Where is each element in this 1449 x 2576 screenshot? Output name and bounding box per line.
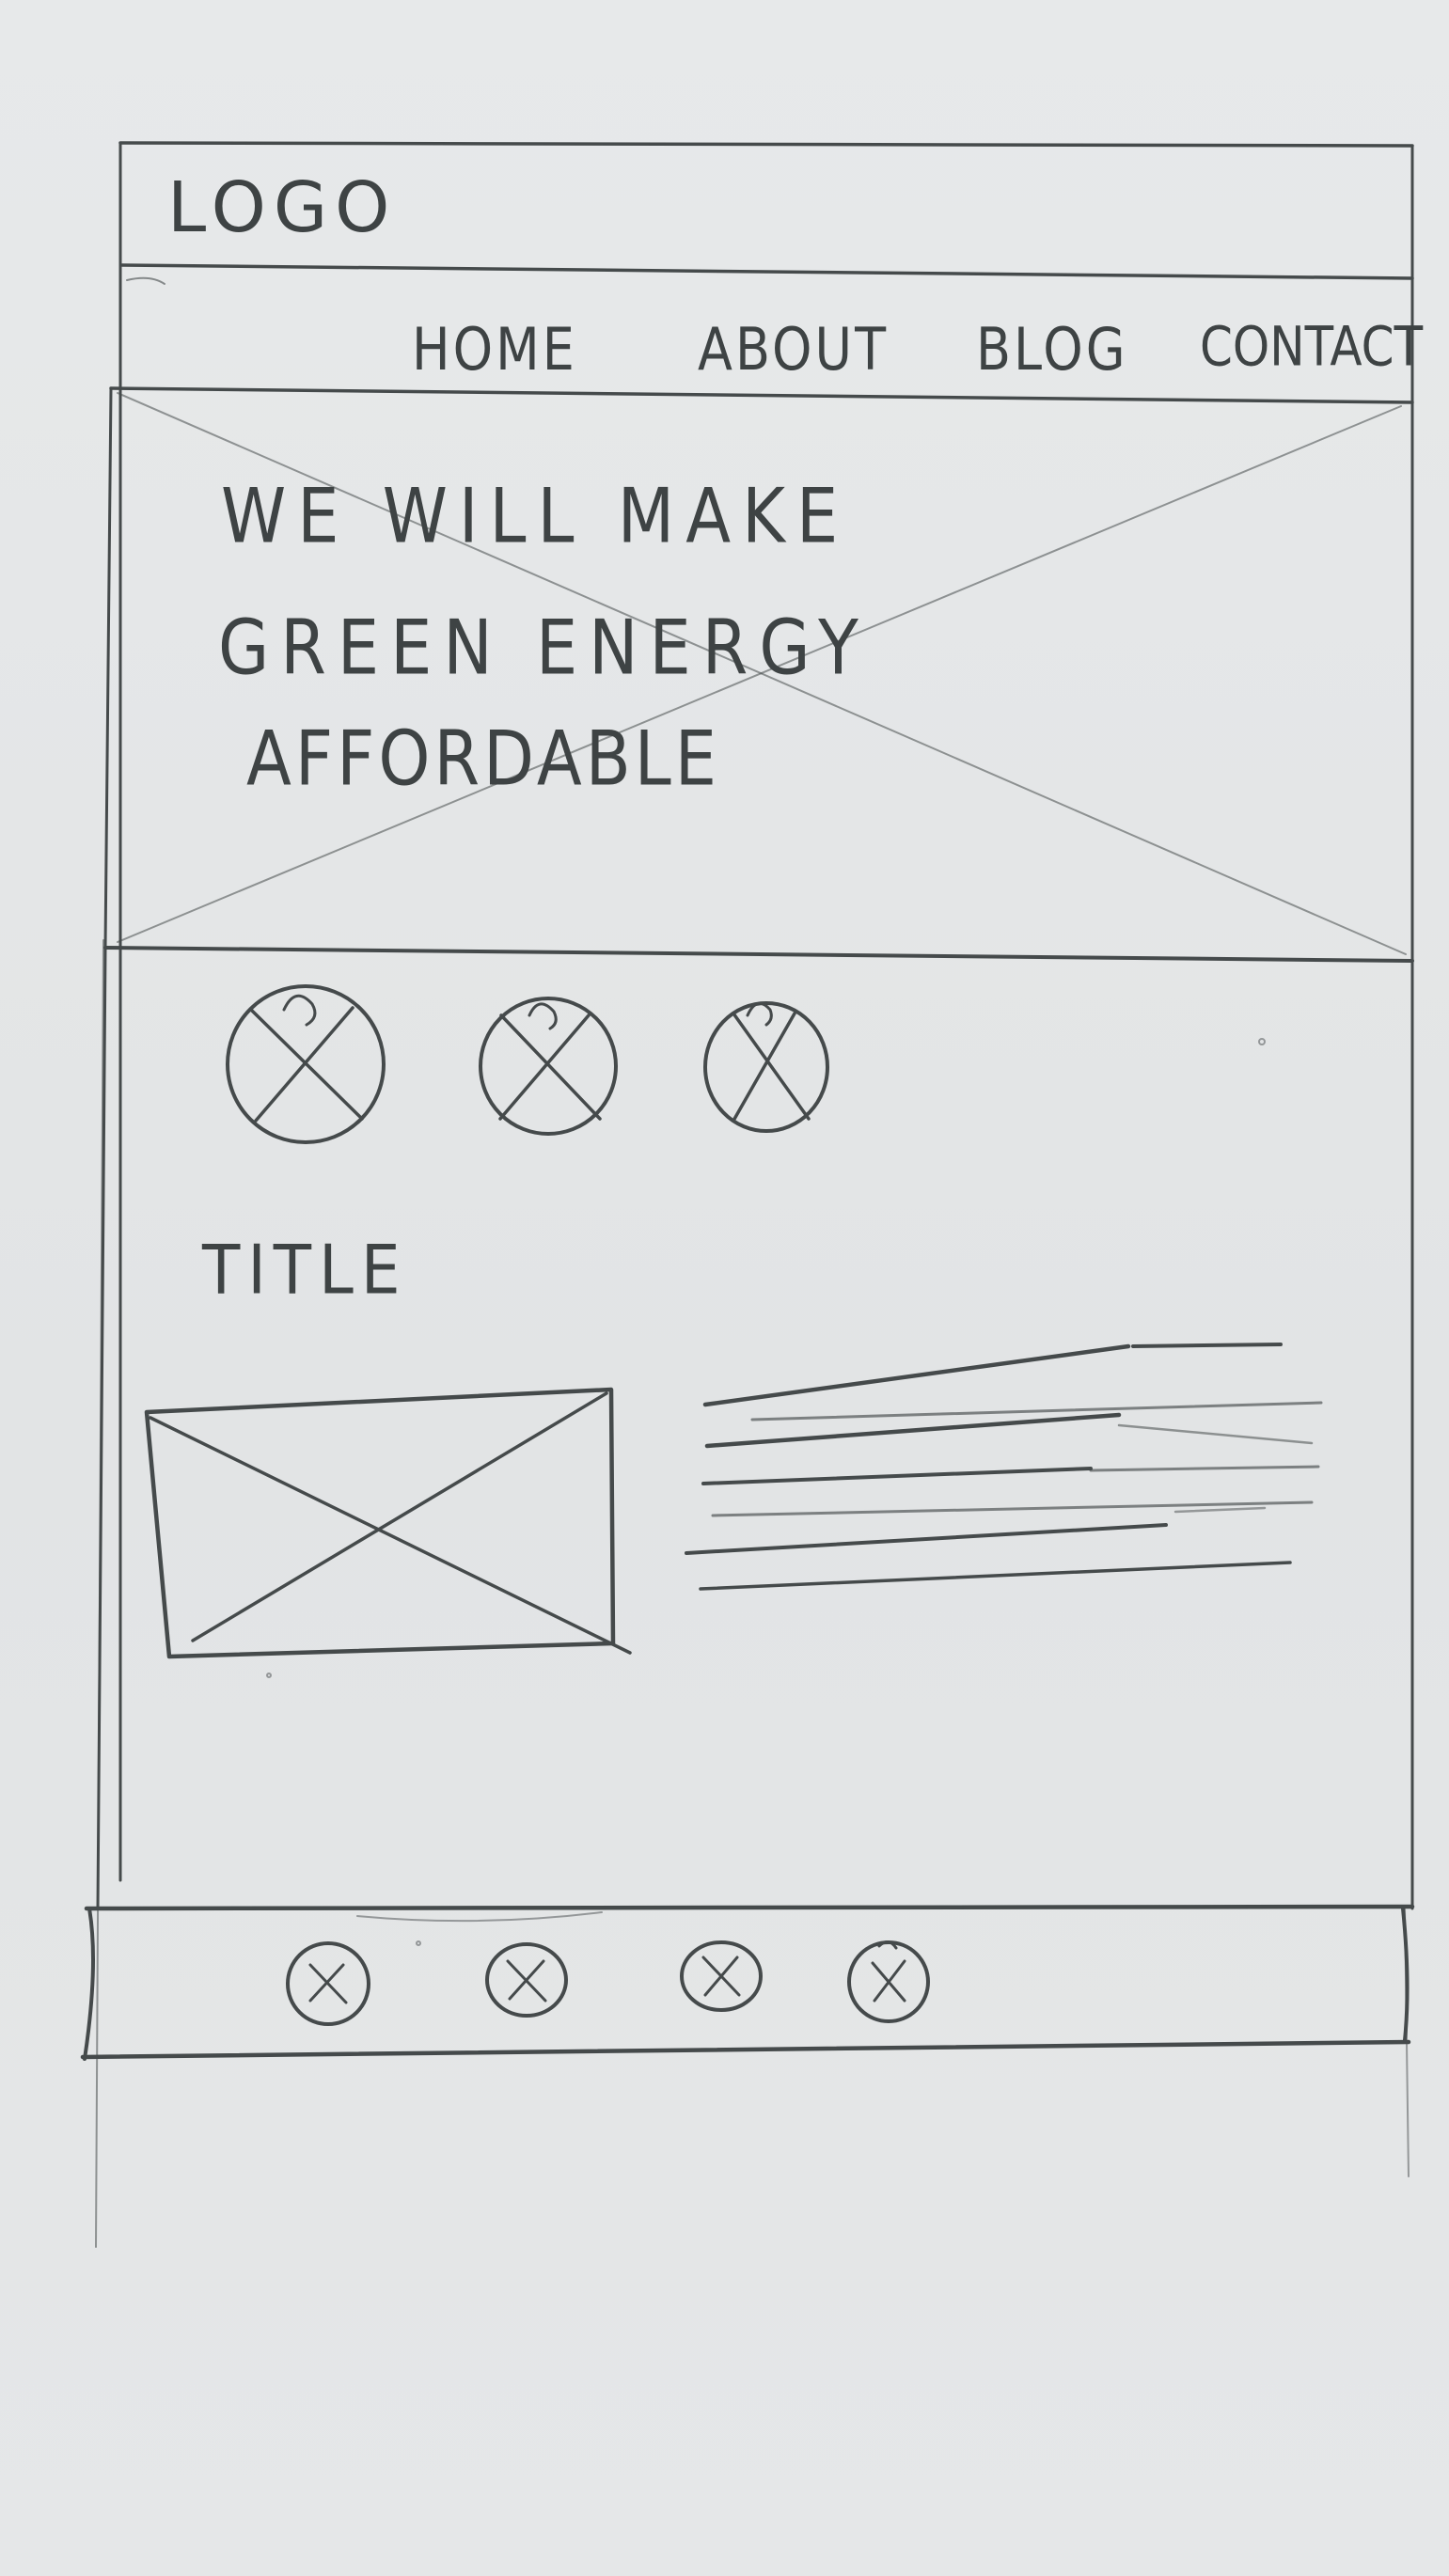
footer-icons	[286, 1940, 930, 2026]
pencil-speck	[416, 1940, 421, 1946]
footer-icon-4-button[interactable]	[847, 1940, 930, 2023]
header-divider	[120, 263, 1414, 280]
nav-item-contact[interactable]: CONTACT	[1200, 315, 1424, 379]
feature-icons	[226, 984, 829, 1144]
hero-cross-2	[117, 405, 1402, 943]
footer-icon-2	[485, 1942, 568, 2018]
content-title: TITLE	[202, 1230, 408, 1310]
hero-headline-line-2: GREEN ENERGY	[218, 603, 870, 693]
feature-icon-1-button[interactable]	[226, 985, 386, 1145]
paragraph-lines	[685, 1343, 1323, 1591]
footer-icon-3-button[interactable]	[680, 1940, 763, 2014]
content-left	[96, 946, 107, 1910]
footer-icon-1-button[interactable]	[286, 1942, 370, 2027]
header-stroke	[126, 276, 165, 285]
hero-left	[103, 386, 113, 950]
frame-top	[118, 141, 1414, 148]
footer-frame	[80, 1904, 1415, 2061]
footer-icon-3	[680, 1940, 763, 2012]
feature-icon-2-button[interactable]	[480, 997, 619, 1136]
nav-item-home[interactable]: HOME	[412, 315, 577, 384]
footer-icon-2-button[interactable]	[485, 1942, 568, 2019]
feature-icon-3	[703, 1001, 829, 1133]
content-image-placeholder	[144, 1387, 632, 1659]
nav-divider	[109, 386, 1414, 404]
hero-bottom	[103, 946, 1414, 963]
footer-icon-1	[286, 1941, 370, 2026]
hero-headline-line-3: AFFORDABLE	[246, 714, 720, 804]
nav-item-blog[interactable]: BLOG	[976, 315, 1128, 384]
feature-icon-2	[479, 997, 618, 1136]
pencil-speck	[1258, 1038, 1266, 1045]
hero-headline-line-1: WE WILL MAKE	[221, 471, 850, 561]
feature-icon-3-button[interactable]	[703, 1001, 830, 1133]
logo[interactable]: LOGO	[167, 167, 398, 248]
nav-item-about[interactable]: ABOUT	[698, 315, 890, 384]
feature-icon-1	[226, 984, 386, 1144]
footer-icon-4	[847, 1940, 930, 2023]
pencil-speck	[266, 1673, 272, 1678]
